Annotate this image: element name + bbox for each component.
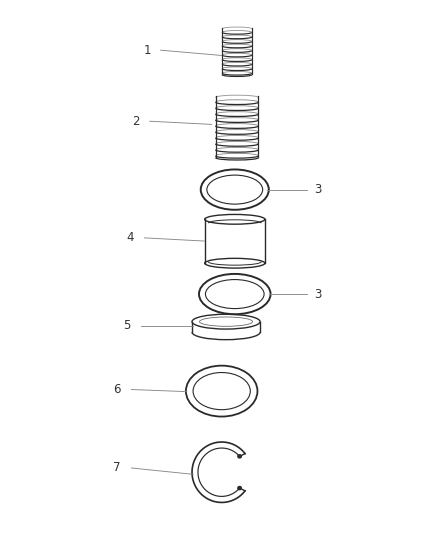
Text: 7: 7 bbox=[113, 462, 120, 474]
Text: 3: 3 bbox=[313, 183, 321, 196]
Text: 4: 4 bbox=[126, 231, 134, 244]
Ellipse shape bbox=[237, 487, 241, 490]
Text: 2: 2 bbox=[132, 115, 139, 128]
Text: 5: 5 bbox=[123, 319, 131, 333]
Text: 3: 3 bbox=[313, 288, 321, 301]
Text: 6: 6 bbox=[113, 383, 120, 396]
Ellipse shape bbox=[237, 455, 241, 458]
Text: 1: 1 bbox=[144, 44, 151, 56]
